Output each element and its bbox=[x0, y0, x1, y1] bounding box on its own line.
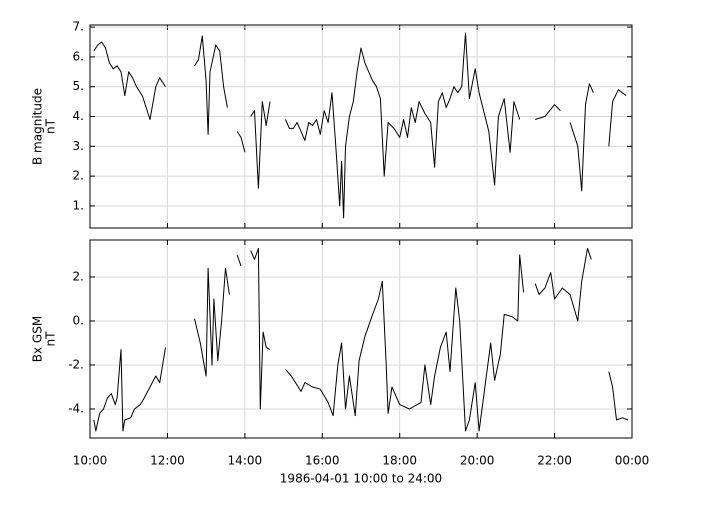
x-tick-label: 12:00 bbox=[150, 454, 185, 468]
y-axis-label: Bx GSM bbox=[31, 316, 45, 362]
y-tick-label: 3. bbox=[73, 139, 84, 153]
x-tick-label: 14:00 bbox=[228, 454, 263, 468]
y-tick-label: 0. bbox=[73, 313, 84, 327]
y-tick-label: 2. bbox=[73, 169, 84, 183]
x-tick-label: 18:00 bbox=[382, 454, 417, 468]
x-tick-label: 00:00 bbox=[615, 454, 650, 468]
plot-frame bbox=[89, 24, 633, 229]
x-axis-label: 1986-04-01 10:00 to 24:00 bbox=[280, 472, 442, 486]
y-tick-label: 2. bbox=[73, 269, 84, 283]
y-tick-label: -4. bbox=[68, 401, 84, 415]
y-tick-label: 7. bbox=[73, 20, 84, 34]
y-tick-label: 1. bbox=[73, 198, 84, 212]
y-axis-label: nT bbox=[44, 118, 58, 134]
x-tick-label: 10:00 bbox=[73, 454, 108, 468]
data-line bbox=[93, 247, 629, 432]
x-tick-label: 22:00 bbox=[537, 454, 572, 468]
y-axis-label: nT bbox=[44, 331, 58, 347]
y-tick-label: 6. bbox=[73, 49, 84, 63]
data-line bbox=[93, 32, 627, 219]
y-tick-label: 4. bbox=[73, 109, 84, 123]
x-tick-label: 20:00 bbox=[460, 454, 495, 468]
y-tick-label: 5. bbox=[73, 79, 84, 93]
plot-frame bbox=[89, 239, 633, 439]
y-axis-label: B magnitude bbox=[31, 88, 45, 165]
x-tick-label: 16:00 bbox=[305, 454, 340, 468]
y-tick-label: -2. bbox=[68, 357, 84, 371]
